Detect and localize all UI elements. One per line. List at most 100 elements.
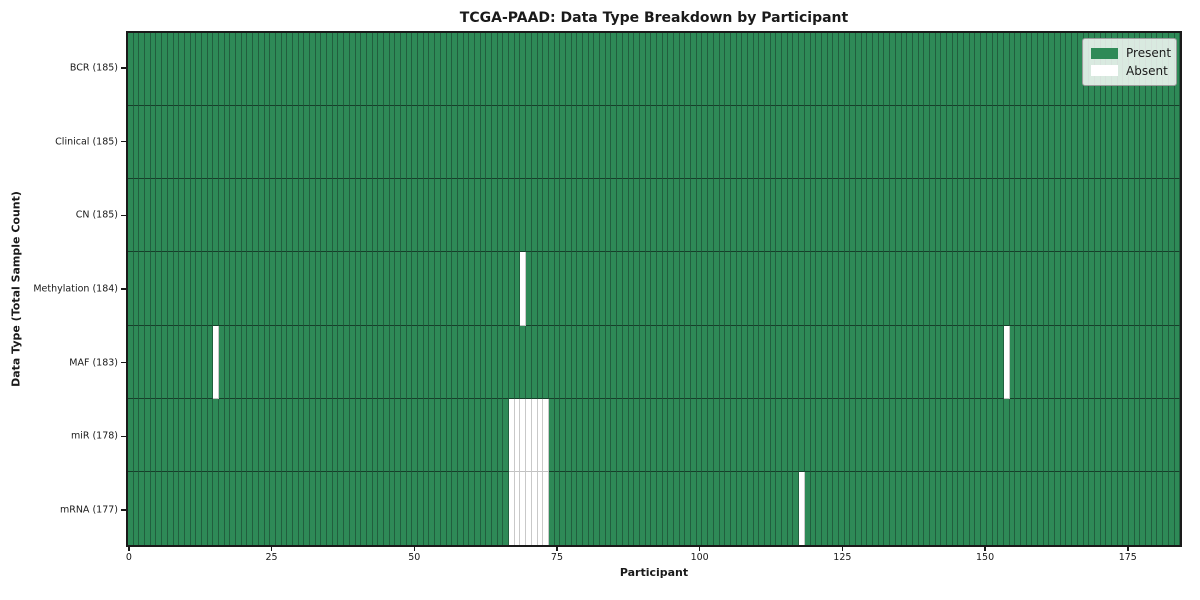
matrix-cell xyxy=(765,325,771,399)
matrix-cell xyxy=(537,252,544,326)
matrix-cell xyxy=(600,325,606,399)
matrix-cell xyxy=(810,325,817,399)
matrix-cell xyxy=(492,33,498,107)
y-tick-label: Methylation (184) xyxy=(33,283,118,295)
matrix-cell xyxy=(844,471,851,545)
matrix-row-BCR xyxy=(128,33,1181,107)
matrix-cell xyxy=(645,33,652,107)
matrix-cell xyxy=(827,179,834,253)
matrix-cell xyxy=(497,33,504,107)
matrix-cell xyxy=(998,398,1004,472)
matrix-cell xyxy=(281,398,288,472)
matrix-cell xyxy=(264,325,271,399)
matrix-cell xyxy=(406,33,413,107)
matrix-cell xyxy=(856,106,862,180)
matrix-cell xyxy=(463,252,470,326)
matrix-cell xyxy=(674,325,680,399)
matrix-cell xyxy=(1123,179,1129,253)
matrix-cell xyxy=(179,33,185,107)
matrix-cell xyxy=(247,106,254,180)
matrix-cell xyxy=(730,471,737,545)
matrix-cell xyxy=(469,179,475,253)
matrix-cell xyxy=(935,33,942,107)
x-tick-label: 0 xyxy=(125,552,132,563)
matrix-cell xyxy=(725,106,731,180)
matrix-cell xyxy=(816,398,822,472)
matrix-cell xyxy=(668,471,674,545)
matrix-cell xyxy=(1123,106,1129,180)
matrix-cell xyxy=(304,325,310,399)
matrix-cell xyxy=(423,398,430,472)
matrix-cell xyxy=(645,106,652,180)
matrix-cell xyxy=(1100,398,1107,472)
matrix-cell xyxy=(344,106,350,180)
y-tick-label: Clinical (185) xyxy=(55,136,118,148)
matrix-cell xyxy=(423,106,430,180)
matrix-cell xyxy=(463,179,470,253)
matrix-cell xyxy=(548,252,555,326)
matrix-cell xyxy=(918,471,925,545)
matrix-cell xyxy=(1015,471,1021,545)
matrix-cell xyxy=(725,33,731,107)
matrix-cell xyxy=(133,398,140,472)
matrix-cell xyxy=(605,471,612,545)
matrix-cell xyxy=(560,471,566,545)
matrix-cell xyxy=(156,179,163,253)
matrix-cell xyxy=(634,471,640,545)
matrix-cell xyxy=(924,106,930,180)
matrix-cell xyxy=(1174,252,1181,326)
matrix-cell xyxy=(890,106,896,180)
matrix-cell xyxy=(929,325,936,399)
y-tick-mark xyxy=(121,67,126,69)
matrix-cell xyxy=(1146,398,1152,472)
matrix-cell xyxy=(713,471,720,545)
matrix-cell xyxy=(884,106,891,180)
matrix-cell xyxy=(128,252,134,326)
matrix-cell xyxy=(1072,325,1078,399)
matrix-cell xyxy=(253,33,259,107)
matrix-cell xyxy=(685,471,692,545)
matrix-cell xyxy=(219,325,225,399)
matrix-cell xyxy=(281,325,288,399)
matrix-cell xyxy=(292,33,299,107)
x-tick-mark xyxy=(984,547,986,551)
matrix-cell xyxy=(344,179,350,253)
matrix-cell xyxy=(725,325,731,399)
matrix-cell xyxy=(907,471,913,545)
matrix-cell xyxy=(981,398,987,472)
matrix-cell xyxy=(651,325,657,399)
matrix-cell xyxy=(190,252,197,326)
matrix-cell xyxy=(1015,179,1021,253)
matrix-cell xyxy=(230,252,237,326)
matrix-cell xyxy=(804,33,811,107)
matrix-cell xyxy=(986,179,993,253)
matrix-cell xyxy=(327,471,333,545)
matrix-cell xyxy=(497,252,504,326)
matrix-cell xyxy=(799,398,805,472)
matrix-cell xyxy=(782,179,788,253)
matrix-cell xyxy=(145,106,151,180)
matrix-cell xyxy=(1043,106,1050,180)
matrix-cell xyxy=(1089,252,1095,326)
matrix-cell xyxy=(833,106,839,180)
matrix-cell xyxy=(958,33,965,107)
matrix-cell xyxy=(873,471,879,545)
matrix-cell xyxy=(708,471,714,545)
plot-area xyxy=(126,31,1182,547)
matrix-cell xyxy=(964,106,970,180)
matrix-cell xyxy=(901,398,908,472)
matrix-cell xyxy=(799,252,805,326)
matrix-cell xyxy=(998,325,1004,399)
matrix-cell xyxy=(594,33,601,107)
matrix-cell xyxy=(759,398,765,472)
matrix-cell xyxy=(435,398,441,472)
matrix-cell xyxy=(821,106,828,180)
matrix-cell xyxy=(685,179,692,253)
y-tick-mark xyxy=(121,509,126,511)
matrix-cell xyxy=(651,179,657,253)
matrix-cell xyxy=(338,252,345,326)
matrix-cell xyxy=(150,252,157,326)
matrix-cell xyxy=(753,252,760,326)
matrix-cell xyxy=(139,179,146,253)
matrix-cell xyxy=(440,398,447,472)
